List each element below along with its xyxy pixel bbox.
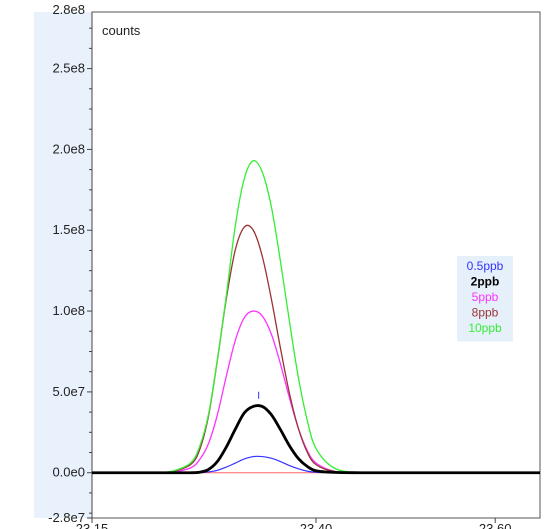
y-tick-label: 1.5e8 [52, 222, 85, 237]
legend-item-2ppb: 2ppb [471, 275, 500, 289]
plot-inner [92, 159, 540, 475]
y-tick-label: 0.0e0 [52, 465, 85, 480]
series-line-2ppb [92, 404, 540, 475]
legend-box [457, 256, 513, 342]
legend-item-5ppb: 5ppb [472, 290, 499, 304]
legend-item-10ppb: 10ppb [468, 321, 502, 335]
y-tick-label: -2.8e7 [48, 510, 85, 525]
y-top-label: 2.8e8 [52, 2, 85, 17]
x-axis: 23.15 23.40 23.60 [76, 518, 512, 529]
y-axis-band [34, 12, 92, 518]
x-tick-label: 23.15 [76, 521, 109, 529]
y-unit-label: counts [102, 23, 141, 38]
series-line-10ppb [92, 159, 540, 474]
plot-series [92, 159, 540, 475]
y-tick-label: 2.5e8 [52, 61, 85, 76]
y-axis: 2.5e8 2.0e8 1.5e8 1.0e8 5.0e7 0.0e0 -2.8e7 2.8e… [48, 2, 92, 525]
y-tick-label: 2.0e8 [52, 141, 85, 156]
x-tick-label: 23.40 [300, 521, 333, 529]
legend-item-0.5ppb: 0.5ppb [467, 259, 504, 273]
y-tick-label: 1.0e8 [52, 303, 85, 318]
series-line-8ppb [92, 224, 540, 474]
x-tick-label: 23.60 [479, 521, 512, 529]
y-tick-label: 5.0e7 [52, 384, 85, 399]
legend-item-8ppb: 8ppb [472, 306, 499, 320]
